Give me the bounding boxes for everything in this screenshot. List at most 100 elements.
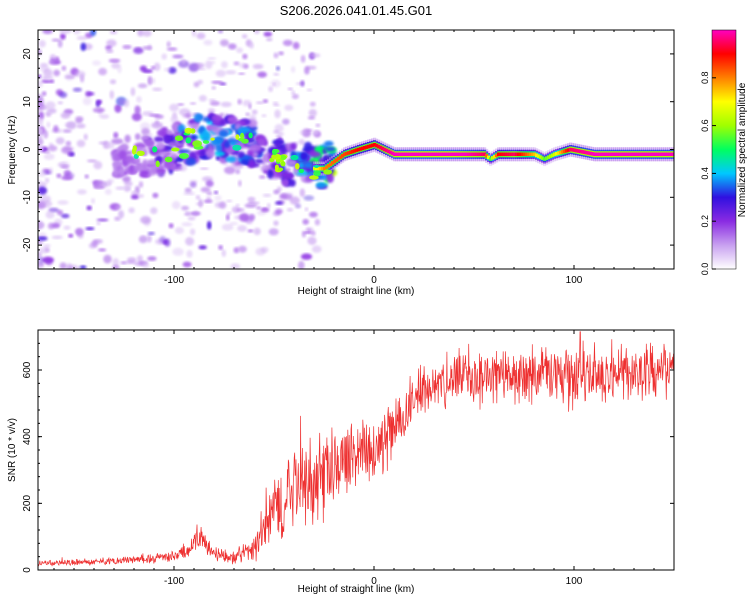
spectrogram-blob — [268, 86, 273, 92]
spectrogram-blob — [96, 221, 101, 225]
spectrogram-ridge-cell — [667, 152, 671, 156]
spectrogram-ridge-cell — [599, 152, 603, 156]
spectrogram-ridge-cell — [475, 152, 479, 156]
spectrogram-ridge-cell — [469, 152, 473, 156]
spectrogram-blob — [294, 203, 302, 209]
spectrogram-ridge-cell — [571, 148, 575, 152]
spectrogram-blob — [254, 159, 264, 164]
spectrogram-ridge-cell — [317, 166, 321, 171]
spectrogram-blob — [142, 262, 150, 269]
spectrogram-ridge-cell — [515, 152, 519, 156]
spectrogram-blob — [184, 187, 192, 193]
spectrogram-blob — [83, 133, 88, 141]
snr-line — [38, 331, 674, 567]
spectrogram-ridge-cell — [427, 152, 431, 156]
spectrogram-blob — [221, 61, 228, 69]
spectrogram-blob — [236, 47, 244, 54]
spectrogram-blob — [65, 140, 72, 147]
spectrogram-hotspot — [202, 140, 210, 144]
spectrogram-ridge-cell — [341, 154, 345, 158]
snr-ytick-label: 0 — [22, 567, 33, 573]
spectrogram-blob — [39, 246, 50, 254]
spectrogram-blob — [230, 134, 237, 139]
spectrogram-ridge-cell — [587, 151, 591, 155]
spectrogram-ridge-cell — [491, 156, 495, 160]
spectrogram-ridge-cell — [531, 152, 535, 156]
spectrogram-hotspot — [235, 134, 240, 140]
spectrogram-blob — [205, 180, 214, 188]
spectrogram-ridge-cell — [409, 152, 413, 156]
spectrogram-blob — [38, 80, 44, 88]
spectrogram-blob — [252, 151, 259, 157]
spectrogram-blob — [189, 102, 197, 105]
spectrogram-blob — [223, 163, 230, 166]
spectrogram-blob — [275, 135, 281, 138]
spectrogram-ridge-cell — [521, 152, 525, 156]
spectrogram-ridge-cell — [553, 152, 557, 156]
spectrogram-ridge-cell — [345, 151, 349, 156]
spectrogram-blob — [79, 265, 87, 269]
spectrogram-blob — [227, 116, 238, 123]
spectrogram-ridge-cell — [659, 152, 663, 156]
spectrogram-blob — [239, 159, 250, 165]
spectrogram-blob — [231, 206, 241, 214]
spectrogram-blob — [60, 33, 66, 40]
spectrogram-blob — [195, 202, 204, 206]
spectrogram-hotspot — [298, 168, 304, 173]
spectrogram-blob — [168, 223, 174, 229]
spectrogram-blob — [109, 30, 118, 35]
spectrogram-blob — [206, 191, 213, 196]
spectrogram-hotspot — [178, 153, 189, 159]
spectrogram-blob — [115, 205, 122, 210]
spectrogram-blob — [239, 62, 247, 69]
spectrogram-ridge-cell — [433, 152, 437, 156]
spectrogram-blob — [315, 182, 326, 189]
spectrogram-blob — [96, 218, 109, 222]
spectrogram-blob — [219, 118, 227, 126]
spectrogram-ridge-cell — [651, 152, 655, 156]
spectrogram-blob — [257, 71, 267, 78]
spectrogram-ridge-cell — [539, 155, 543, 159]
spectrogram-blob — [153, 136, 165, 143]
spectrogram-blob — [128, 164, 134, 174]
spectrogram-blob — [233, 61, 240, 66]
spectrogram-blob — [292, 41, 300, 50]
spectrogram-blob — [258, 175, 266, 179]
spectrogram-ridge-cell — [591, 152, 595, 156]
spectrogram-ridge-cell — [337, 156, 341, 161]
colorbar-tick-label: 0.0 — [700, 263, 710, 276]
spectrogram-blob — [181, 205, 190, 211]
spectrogram-blob — [195, 195, 201, 200]
spectrogram-ridge-cell — [563, 149, 567, 153]
spectrogram-blob — [46, 121, 51, 128]
spectrogram-ridge-cell — [673, 152, 674, 156]
spectrogram-blob — [300, 253, 313, 260]
spectrogram-ridge-cell — [445, 152, 449, 156]
spectrogram-blob — [242, 99, 252, 107]
spectrogram-ridge-cell — [629, 152, 633, 156]
spectrogram-blob — [92, 60, 101, 66]
spectrogram-blob — [303, 231, 312, 234]
spectrogram-ridge-cell — [623, 152, 627, 156]
spectrogram-blob — [282, 39, 293, 47]
spectrogram-blob — [146, 235, 152, 243]
spectrogram-ytick-label: -10 — [22, 190, 33, 205]
spectrogram-ridge-cell — [581, 150, 585, 154]
spectrogram-xlabel: Height of straight line (km) — [298, 286, 415, 297]
spectrogram-blob — [225, 214, 230, 221]
spectrogram-blob — [215, 143, 223, 153]
spectrogram-ridge-cell — [407, 152, 411, 156]
spectrogram-blob — [182, 261, 192, 268]
spectrogram-blob — [278, 51, 284, 56]
spectrogram-ridge-cell — [605, 152, 609, 156]
spectrogram-blob — [291, 90, 296, 95]
spectrogram-blob — [64, 75, 75, 79]
spectrogram-blob — [38, 117, 44, 126]
spectrogram-ridge-cell — [499, 152, 503, 156]
spectrogram-blob — [152, 192, 159, 199]
spectrogram-blob — [185, 157, 197, 166]
spectrogram-blob — [45, 150, 50, 154]
spectrogram-blob — [137, 255, 143, 263]
spectrogram-ridge-cell — [379, 145, 383, 150]
spectrogram-ridge-cell — [609, 152, 613, 156]
